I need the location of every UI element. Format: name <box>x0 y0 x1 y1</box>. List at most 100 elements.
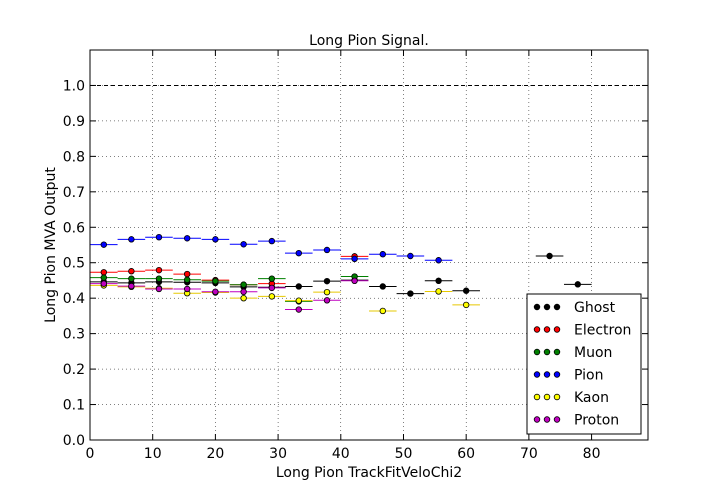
y-tick-label: 0.7 <box>63 185 85 201</box>
x-tick-label: 30 <box>269 446 287 462</box>
data-point <box>295 249 302 257</box>
x-tick-label: 40 <box>332 446 350 462</box>
data-point <box>155 275 163 282</box>
x-tick-label: 80 <box>583 446 601 462</box>
y-tick-label: 0.8 <box>63 149 85 165</box>
data-point <box>268 293 276 300</box>
y-tick-label: 1.0 <box>63 78 85 94</box>
x-axis-label: Long Pion TrackFitVeloChi2 <box>276 465 462 481</box>
legend: Ghost Electron Muon Pion Kaon Proton <box>526 293 642 435</box>
data-point <box>183 285 191 293</box>
data-point <box>240 281 247 288</box>
legend-label: Kaon <box>574 390 609 406</box>
legend-marker <box>543 348 551 356</box>
y-tick-label: 0.1 <box>63 398 85 414</box>
data-point <box>435 277 442 285</box>
data-point <box>240 294 247 302</box>
data-point <box>295 306 302 313</box>
data-point <box>268 237 276 245</box>
x-tick-label: 20 <box>206 446 224 462</box>
legend-label: Muon <box>574 345 612 361</box>
legend-label: Pion <box>574 368 603 384</box>
legend-marker <box>553 371 561 378</box>
legend-label: Proton <box>574 413 619 429</box>
data-point <box>295 283 302 290</box>
y-tick-label: 0.9 <box>63 114 85 130</box>
data-point <box>212 288 219 295</box>
legend-marker <box>553 326 561 333</box>
data-point <box>183 235 191 242</box>
data-point <box>240 288 247 295</box>
data-point <box>379 251 386 258</box>
data-point <box>351 255 358 263</box>
data-point <box>155 285 163 293</box>
data-point <box>100 241 107 248</box>
legend-marker <box>543 393 551 401</box>
legend-marker <box>533 416 541 423</box>
x-tick-label: 70 <box>520 446 538 462</box>
data-point <box>268 284 276 292</box>
data-point <box>323 246 331 254</box>
y-tick-label: 0.2 <box>63 362 85 378</box>
legend-marker <box>543 303 551 311</box>
data-point <box>212 277 219 285</box>
data-point <box>155 266 163 274</box>
data-point <box>407 252 414 260</box>
data-point <box>546 252 553 260</box>
data-point <box>379 283 386 290</box>
data-point <box>323 288 331 296</box>
y-axis-label: Long Pion MVA Output <box>43 167 59 323</box>
data-point <box>435 257 442 264</box>
legend-marker <box>543 416 551 423</box>
data-point <box>100 274 107 281</box>
data-point <box>128 282 135 290</box>
legend-marker <box>533 371 541 378</box>
chart-title: Long Pion Signal. <box>309 33 429 49</box>
data-point <box>268 275 276 282</box>
data-point <box>295 297 302 304</box>
data-point <box>323 297 331 304</box>
x-tick-label: 10 <box>144 446 162 462</box>
legend-marker <box>533 326 541 333</box>
y-tick-label: 0.4 <box>63 291 85 307</box>
series-proton <box>90 277 369 313</box>
y-tick-label: 0.0 <box>63 433 85 449</box>
legend-marker <box>553 393 561 401</box>
data-point <box>212 236 219 243</box>
legend-marker <box>543 326 551 333</box>
series-layer <box>90 233 592 315</box>
data-point <box>128 236 135 243</box>
y-tick-label: 0.6 <box>63 220 85 236</box>
legend-label: Ghost <box>574 300 616 316</box>
x-tick-label: 50 <box>395 446 413 462</box>
data-point <box>155 233 163 241</box>
data-point <box>128 275 135 282</box>
data-point <box>379 307 386 315</box>
x-tick-label: 60 <box>457 446 475 462</box>
legend-box <box>526 293 642 435</box>
legend-marker <box>553 348 561 356</box>
plot-frame <box>89 49 649 441</box>
data-point <box>435 288 442 295</box>
legend-marker <box>553 303 561 311</box>
legend-marker <box>543 371 551 378</box>
data-point <box>351 277 358 285</box>
data-point <box>100 269 107 276</box>
ticks <box>89 50 648 441</box>
x-tick-label: 0 <box>86 446 95 462</box>
tick-labels: 0 10 20 30 40 50 60 70 80 0.0 0.1 0.2 0.3 0.4 0.5 0.6 0.… <box>63 78 601 462</box>
y-tick-label: 0.5 <box>63 256 85 272</box>
data-point <box>240 241 247 248</box>
data-point <box>407 290 414 297</box>
data-point <box>462 287 470 294</box>
data-point <box>574 281 581 288</box>
legend-label: Electron <box>574 323 631 339</box>
data-point <box>128 268 135 275</box>
data-point <box>462 301 470 309</box>
legend-marker <box>533 303 541 311</box>
data-point <box>100 280 107 287</box>
data-point <box>183 270 191 278</box>
legend-marker <box>553 416 561 423</box>
legend-marker <box>533 393 541 401</box>
